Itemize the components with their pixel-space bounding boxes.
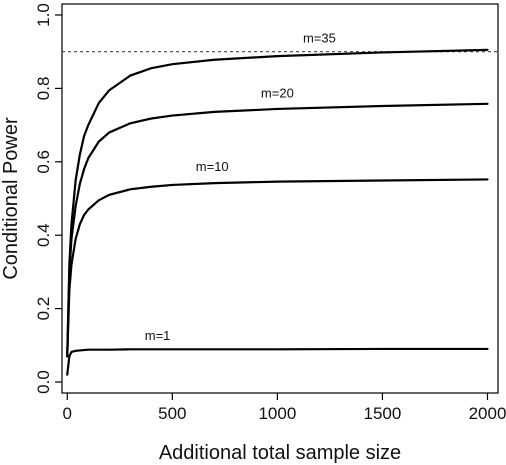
series-line-m-35 bbox=[66, 48, 489, 358]
series-line-m-20 bbox=[66, 102, 489, 358]
x-tick-label: 0 bbox=[63, 404, 72, 423]
series-line-m-10 bbox=[66, 178, 489, 358]
series-layer: m=1 m=10 m=20 m=35 bbox=[66, 31, 489, 376]
y-tick-label: 1.0 bbox=[34, 3, 53, 27]
y-tick-label: 0.4 bbox=[34, 223, 53, 247]
y-tick-label: 0.6 bbox=[34, 150, 53, 174]
series-label-m-20: m=20 bbox=[261, 86, 294, 101]
x-axis: 0 500 1000 1500 2000 bbox=[63, 393, 506, 423]
x-tick-label: 2000 bbox=[469, 404, 506, 423]
y-tick-label: 0.2 bbox=[34, 297, 53, 321]
series-label-m-1: m=1 bbox=[145, 328, 171, 343]
series-label-m-35: m=35 bbox=[303, 31, 336, 46]
y-tick-label: 0.8 bbox=[34, 77, 53, 101]
x-tick-label: 1500 bbox=[364, 404, 402, 423]
plot-frame bbox=[61, 3, 499, 394]
x-tick-label: 500 bbox=[158, 404, 186, 423]
series-line-m-1 bbox=[66, 347, 489, 376]
x-axis-title: Additional total sample size bbox=[159, 442, 401, 464]
y-axis: 0.0 0.2 0.4 0.6 0.8 1.0 bbox=[34, 3, 62, 394]
x-tick-label: 1000 bbox=[258, 404, 296, 423]
series-label-m-10: m=10 bbox=[196, 159, 229, 174]
y-axis-title: Conditional Power bbox=[0, 117, 22, 280]
y-tick-label: 0.0 bbox=[34, 370, 53, 394]
